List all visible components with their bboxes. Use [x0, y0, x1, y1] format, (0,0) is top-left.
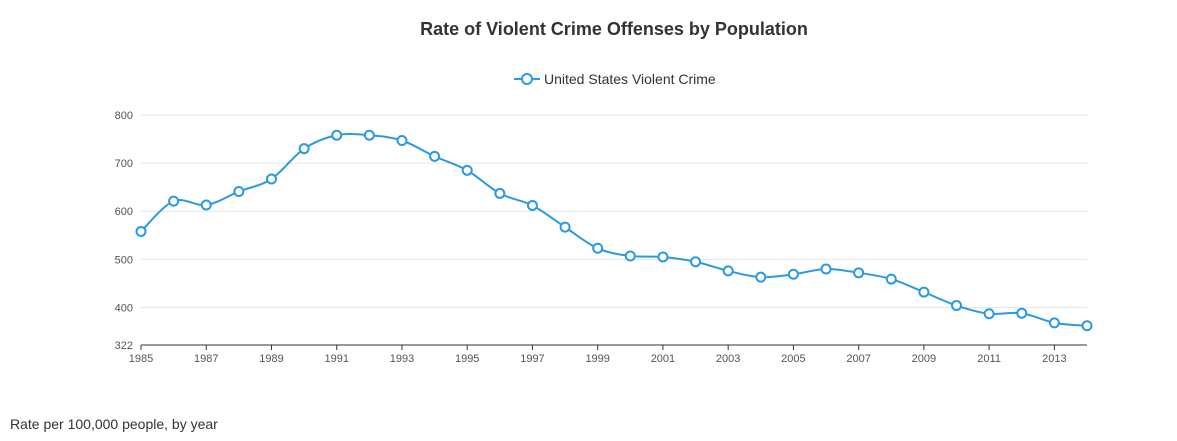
line-chart: Rate of Violent Crime Offenses by Popula… — [115, 19, 1093, 365]
data-point-2000[interactable] — [624, 250, 636, 262]
y-tick-label: 322 — [115, 340, 133, 352]
series-layer — [135, 129, 1093, 332]
grid — [141, 114, 1087, 308]
data-point-2005[interactable] — [787, 268, 799, 280]
data-point-1999[interactable] — [592, 242, 604, 254]
data-point-2003[interactable] — [722, 265, 734, 277]
x-tick-label: 1999 — [585, 353, 609, 365]
x-tick-label: 1995 — [455, 353, 479, 365]
x-tick-label: 1993 — [390, 353, 414, 365]
x-tick-label: 2003 — [716, 353, 740, 365]
data-point-2010[interactable] — [951, 300, 963, 312]
chart-title: Rate of Violent Crime Offenses by Popula… — [420, 19, 808, 39]
data-point-2004[interactable] — [755, 271, 767, 283]
data-point-2002[interactable] — [690, 256, 702, 268]
data-point-2007[interactable] — [853, 267, 865, 279]
data-point-1994[interactable] — [429, 150, 441, 162]
legend-marker — [521, 73, 533, 85]
x-tick-label: 1989 — [259, 353, 283, 365]
data-point-1988[interactable] — [233, 186, 245, 198]
legend-label: United States Violent Crime — [544, 71, 716, 87]
x-tick-label: 1991 — [324, 353, 348, 365]
data-point-1987[interactable] — [200, 199, 212, 211]
x-tick-label: 1997 — [520, 353, 544, 365]
data-point-2014[interactable] — [1081, 320, 1093, 332]
x-tick-label: 1987 — [194, 353, 218, 365]
y-tick-label: 700 — [115, 158, 133, 170]
x-tick-label: 2013 — [1042, 353, 1066, 365]
data-point-1986[interactable] — [168, 195, 180, 207]
data-point-1985[interactable] — [135, 225, 147, 237]
data-point-2012[interactable] — [1016, 307, 1028, 319]
data-point-2013[interactable] — [1048, 317, 1060, 329]
x-tick-label: 2001 — [651, 353, 675, 365]
y-tick-label: 800 — [115, 110, 133, 122]
data-point-1998[interactable] — [559, 221, 571, 233]
data-point-1995[interactable] — [461, 164, 473, 176]
x-tick-label: 1985 — [129, 353, 153, 365]
data-point-1992[interactable] — [363, 129, 375, 141]
y-tick-label: 600 — [115, 206, 133, 218]
data-point-1996[interactable] — [494, 187, 506, 199]
data-point-1993[interactable] — [396, 135, 408, 147]
data-point-2001[interactable] — [657, 251, 669, 263]
x-tick-label: 2007 — [846, 353, 870, 365]
legend[interactable]: United States Violent Crime — [514, 71, 716, 87]
x-tick-label: 2011 — [977, 353, 1001, 365]
data-point-2011[interactable] — [983, 308, 995, 320]
y-tick-label: 500 — [115, 254, 133, 266]
y-tick-label: 400 — [115, 302, 133, 314]
data-point-1990[interactable] — [298, 143, 310, 155]
data-point-2006[interactable] — [820, 263, 832, 275]
data-point-2008[interactable] — [885, 273, 897, 285]
chart-caption: Rate per 100,000 people, by year — [10, 416, 218, 432]
x-tick-label: 2009 — [912, 353, 936, 365]
data-point-1997[interactable] — [526, 199, 538, 211]
data-point-1991[interactable] — [331, 129, 343, 141]
data-point-2009[interactable] — [918, 286, 930, 298]
data-point-1989[interactable] — [265, 173, 277, 185]
x-tick-label: 2005 — [781, 353, 805, 365]
